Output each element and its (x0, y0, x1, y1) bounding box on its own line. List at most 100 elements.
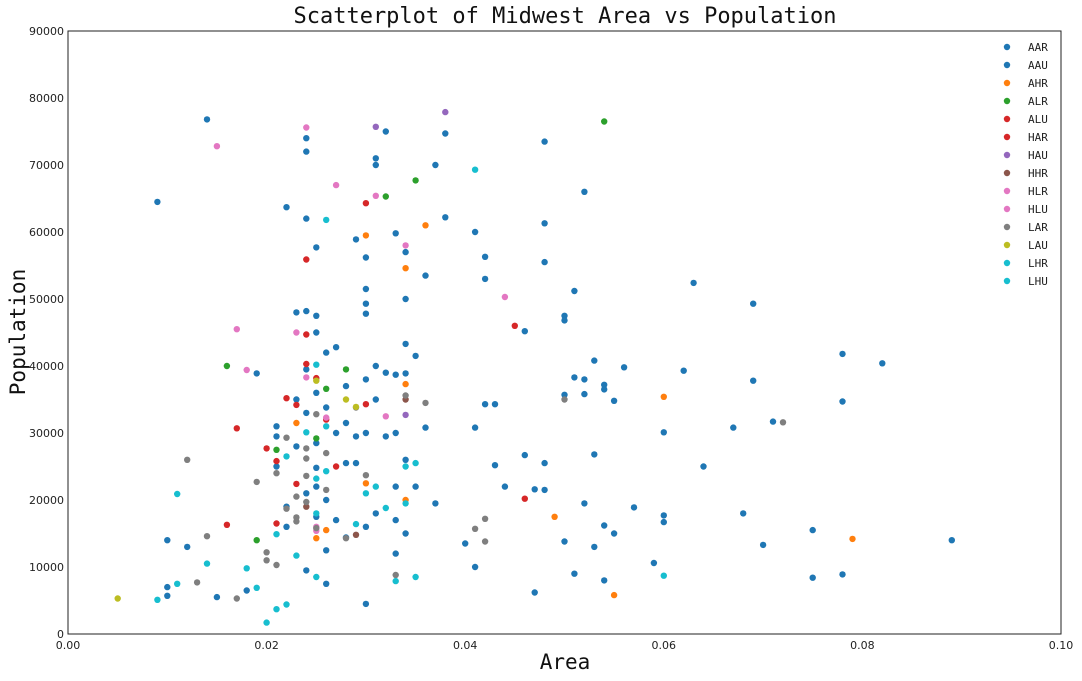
legend-marker-lar (1003, 223, 1011, 231)
legend-marker-alr (1003, 97, 1011, 105)
legend-label-har: HAR (1028, 131, 1048, 144)
data-point-alr (382, 193, 389, 200)
data-point-aar (601, 386, 608, 393)
legend-marker-lhr (1003, 259, 1011, 267)
data-point-aar (610, 530, 618, 537)
data-point-aar (313, 483, 320, 490)
data-point-lhr (323, 216, 330, 224)
data-point-har (293, 401, 300, 409)
legend-marker-lau (1003, 241, 1011, 249)
data-point-aar (541, 258, 548, 266)
data-point-ahr (313, 535, 320, 542)
data-point-aar (531, 486, 538, 493)
data-point-aar (680, 367, 687, 374)
data-point-aar (392, 371, 399, 378)
legend-marker-hau (1003, 151, 1011, 159)
data-point-lar (303, 498, 310, 506)
y-tick-label: 90000 (29, 25, 64, 38)
data-point-hlu (323, 414, 330, 421)
data-point-hlr (501, 293, 509, 301)
data-point-hlr (372, 192, 379, 199)
data-point-aar (313, 244, 320, 251)
data-point-aar (313, 389, 320, 396)
data-point-lar (303, 455, 310, 462)
data-point-lhr (263, 619, 270, 626)
data-point-aar (422, 424, 429, 431)
data-point-alr (273, 446, 280, 453)
data-point-har (521, 495, 528, 502)
data-point-aar (313, 439, 320, 447)
y-tick-label: 30000 (29, 427, 64, 440)
data-point-alr (323, 385, 330, 392)
data-point-aar (184, 543, 191, 551)
data-point-aar (740, 510, 747, 517)
data-point-aar (352, 236, 360, 243)
data-point-alu (263, 445, 270, 452)
data-point-ahr (422, 222, 429, 229)
data-point-aau (303, 567, 310, 574)
data-point-lar (193, 579, 201, 586)
data-point-aar (372, 155, 379, 162)
data-point-lhr (412, 459, 419, 467)
y-axis-label: Population (6, 269, 30, 395)
data-point-aar (293, 309, 300, 316)
data-point-aar (203, 116, 211, 123)
data-point-lar (184, 456, 191, 463)
x-tick-label: 0.08 (850, 639, 875, 652)
data-point-aau (164, 592, 171, 599)
legend-label-lhr: LHR (1028, 257, 1048, 270)
data-point-lhr (323, 423, 330, 430)
data-point-lar (481, 538, 489, 545)
data-point-aar (402, 340, 409, 348)
data-point-aar (392, 516, 399, 524)
data-point-aau (323, 580, 330, 587)
data-point-hau (372, 123, 379, 130)
data-point-aar (323, 496, 330, 504)
x-tick-label: 0.10 (1049, 639, 1074, 652)
data-point-aar (521, 328, 528, 335)
data-point-hlr (213, 143, 221, 150)
data-point-lau (114, 595, 121, 602)
data-point-aar (442, 214, 449, 221)
data-point-lhr (352, 520, 360, 528)
data-point-aar (293, 396, 300, 403)
data-point-aar (303, 490, 310, 497)
data-point-aar (541, 138, 548, 145)
legend-marker-har (1003, 133, 1011, 141)
data-point-aar (839, 398, 846, 405)
data-point-aar (392, 230, 399, 237)
data-point-har (303, 331, 310, 338)
data-point-ahr (293, 419, 300, 427)
data-point-aar (561, 317, 568, 324)
data-point-aar (571, 374, 578, 381)
data-point-hau (442, 108, 449, 116)
data-point-lhr (313, 361, 320, 368)
data-point-aar (610, 397, 618, 404)
data-point-ahr (323, 526, 330, 534)
data-point-aar (372, 161, 379, 169)
data-point-aar (402, 248, 409, 256)
data-point-aar (303, 135, 310, 142)
legend-marker-aau (1003, 61, 1011, 69)
data-points (114, 108, 955, 626)
data-point-aar (154, 198, 161, 206)
data-point-aar (402, 295, 409, 303)
x-axis: 0.00 0.02 0.04 0.06 0.08 0.10 (56, 639, 1074, 652)
y-axis: 0 10000 20000 30000 40000 50000 60000 70000 8000… (29, 25, 64, 641)
data-point-aar (382, 128, 389, 135)
data-point-aar (342, 382, 350, 390)
data-point-lhr (283, 601, 290, 608)
legend-label-lau: LAU (1028, 239, 1048, 252)
data-point-aar (332, 344, 340, 351)
data-point-lar (313, 411, 320, 418)
data-point-lar (263, 549, 270, 556)
y-tick-label: 10000 (29, 561, 64, 574)
data-point-aar (471, 424, 479, 431)
data-point-aar (402, 456, 409, 463)
data-point-aar (392, 429, 399, 437)
data-point-aar (571, 570, 578, 577)
data-point-har (332, 463, 340, 470)
data-point-lar (481, 515, 489, 522)
data-point-lar (323, 486, 330, 494)
data-point-lhr (362, 490, 370, 497)
